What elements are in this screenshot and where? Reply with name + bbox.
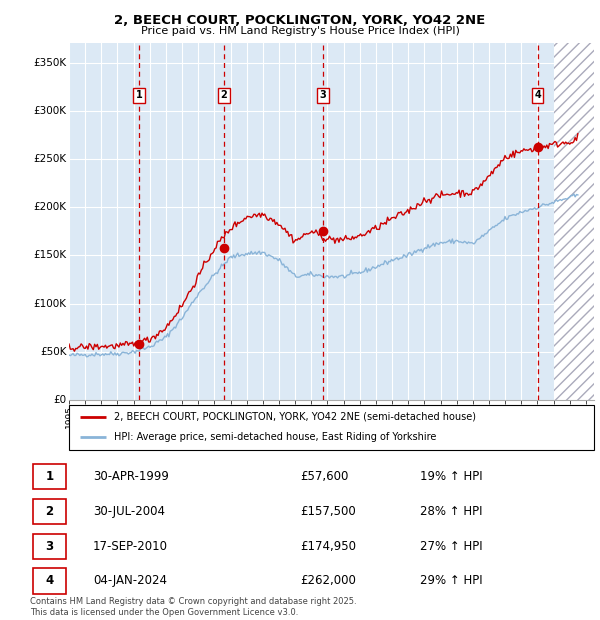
Text: £262,000: £262,000 [300,575,356,587]
Text: £100K: £100K [34,299,67,309]
Text: 4: 4 [534,90,541,100]
Text: £0: £0 [53,395,67,405]
Text: 19% ↑ HPI: 19% ↑ HPI [420,471,482,483]
Text: Contains HM Land Registry data © Crown copyright and database right 2025.
This d: Contains HM Land Registry data © Crown c… [30,598,356,617]
Text: 1: 1 [46,471,53,483]
Text: Price paid vs. HM Land Registry's House Price Index (HPI): Price paid vs. HM Land Registry's House … [140,26,460,36]
Text: HPI: Average price, semi-detached house, East Riding of Yorkshire: HPI: Average price, semi-detached house,… [113,432,436,443]
Text: £50K: £50K [40,347,67,356]
Text: 30-APR-1999: 30-APR-1999 [93,471,169,483]
Text: 3: 3 [46,540,53,552]
Text: 27% ↑ HPI: 27% ↑ HPI [420,540,482,552]
Text: 28% ↑ HPI: 28% ↑ HPI [420,505,482,518]
Text: £250K: £250K [33,154,67,164]
Text: 1: 1 [136,90,142,100]
Text: 17-SEP-2010: 17-SEP-2010 [93,540,168,552]
Text: 29% ↑ HPI: 29% ↑ HPI [420,575,482,587]
Text: £300K: £300K [34,106,67,116]
Text: £157,500: £157,500 [300,505,356,518]
Text: 4: 4 [46,575,53,587]
Text: 04-JAN-2024: 04-JAN-2024 [93,575,167,587]
Text: 3: 3 [319,90,326,100]
Text: 2, BEECH COURT, POCKLINGTON, YORK, YO42 2NE: 2, BEECH COURT, POCKLINGTON, YORK, YO42 … [115,14,485,27]
Text: £150K: £150K [33,250,67,260]
Text: 2: 2 [46,505,53,518]
Text: 2: 2 [220,90,227,100]
Text: £200K: £200K [34,202,67,212]
Text: £350K: £350K [33,58,67,68]
Text: 30-JUL-2004: 30-JUL-2004 [93,505,165,518]
FancyBboxPatch shape [69,405,594,450]
Text: £57,600: £57,600 [300,471,349,483]
Text: 2, BEECH COURT, POCKLINGTON, YORK, YO42 2NE (semi-detached house): 2, BEECH COURT, POCKLINGTON, YORK, YO42 … [113,412,476,422]
Bar [554,43,594,400]
Text: £174,950: £174,950 [300,540,356,552]
